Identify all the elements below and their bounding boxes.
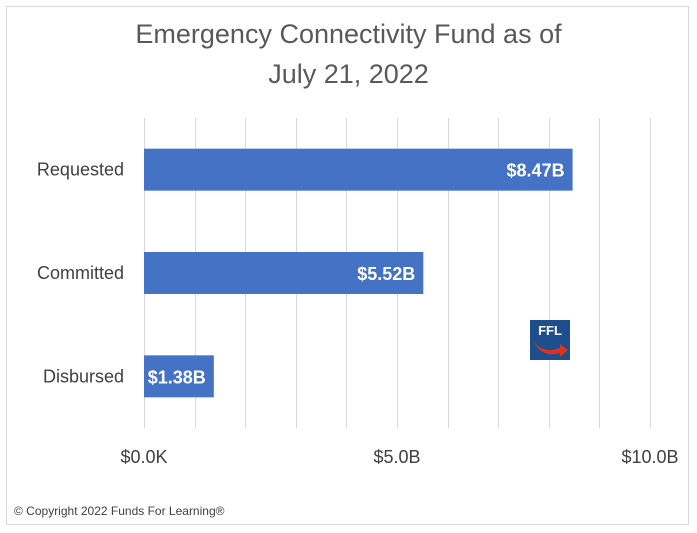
bar-requested: [144, 148, 573, 191]
category-label-requested: Requested: [37, 160, 124, 180]
x-axis-ticks: $0.0K $5.0B $10.0B: [120, 447, 678, 467]
category-labels: Requested Committed Disbursed: [37, 160, 124, 387]
chart-title-line-1: Emergency Connectivity Fund as of: [135, 19, 562, 49]
copyright-text: © Copyright 2022 Funds For Learning®: [14, 504, 225, 518]
x-tick-label: $10.0B: [621, 447, 678, 467]
ffl-logo-icon: FFL: [530, 320, 570, 360]
bar-committed: [144, 252, 424, 294]
data-label-disbursed: $1.38B: [148, 367, 206, 387]
x-tick-label: $5.0B: [373, 447, 420, 467]
logo-text: FFL: [538, 323, 562, 338]
data-label-requested: $8.47B: [507, 161, 565, 181]
x-tick-label: $0.0K: [120, 447, 167, 467]
chart-title-line-2: July 21, 2022: [268, 59, 429, 89]
chart-title: Emergency Connectivity Fund as of July 2…: [0, 14, 697, 94]
category-label-disbursed: Disbursed: [43, 366, 124, 386]
category-label-committed: Committed: [37, 263, 124, 283]
bars: $8.47B $5.52B $1.38B: [144, 148, 573, 398]
bar-disbursed: [144, 355, 214, 398]
data-label-committed: $5.52B: [357, 264, 415, 284]
